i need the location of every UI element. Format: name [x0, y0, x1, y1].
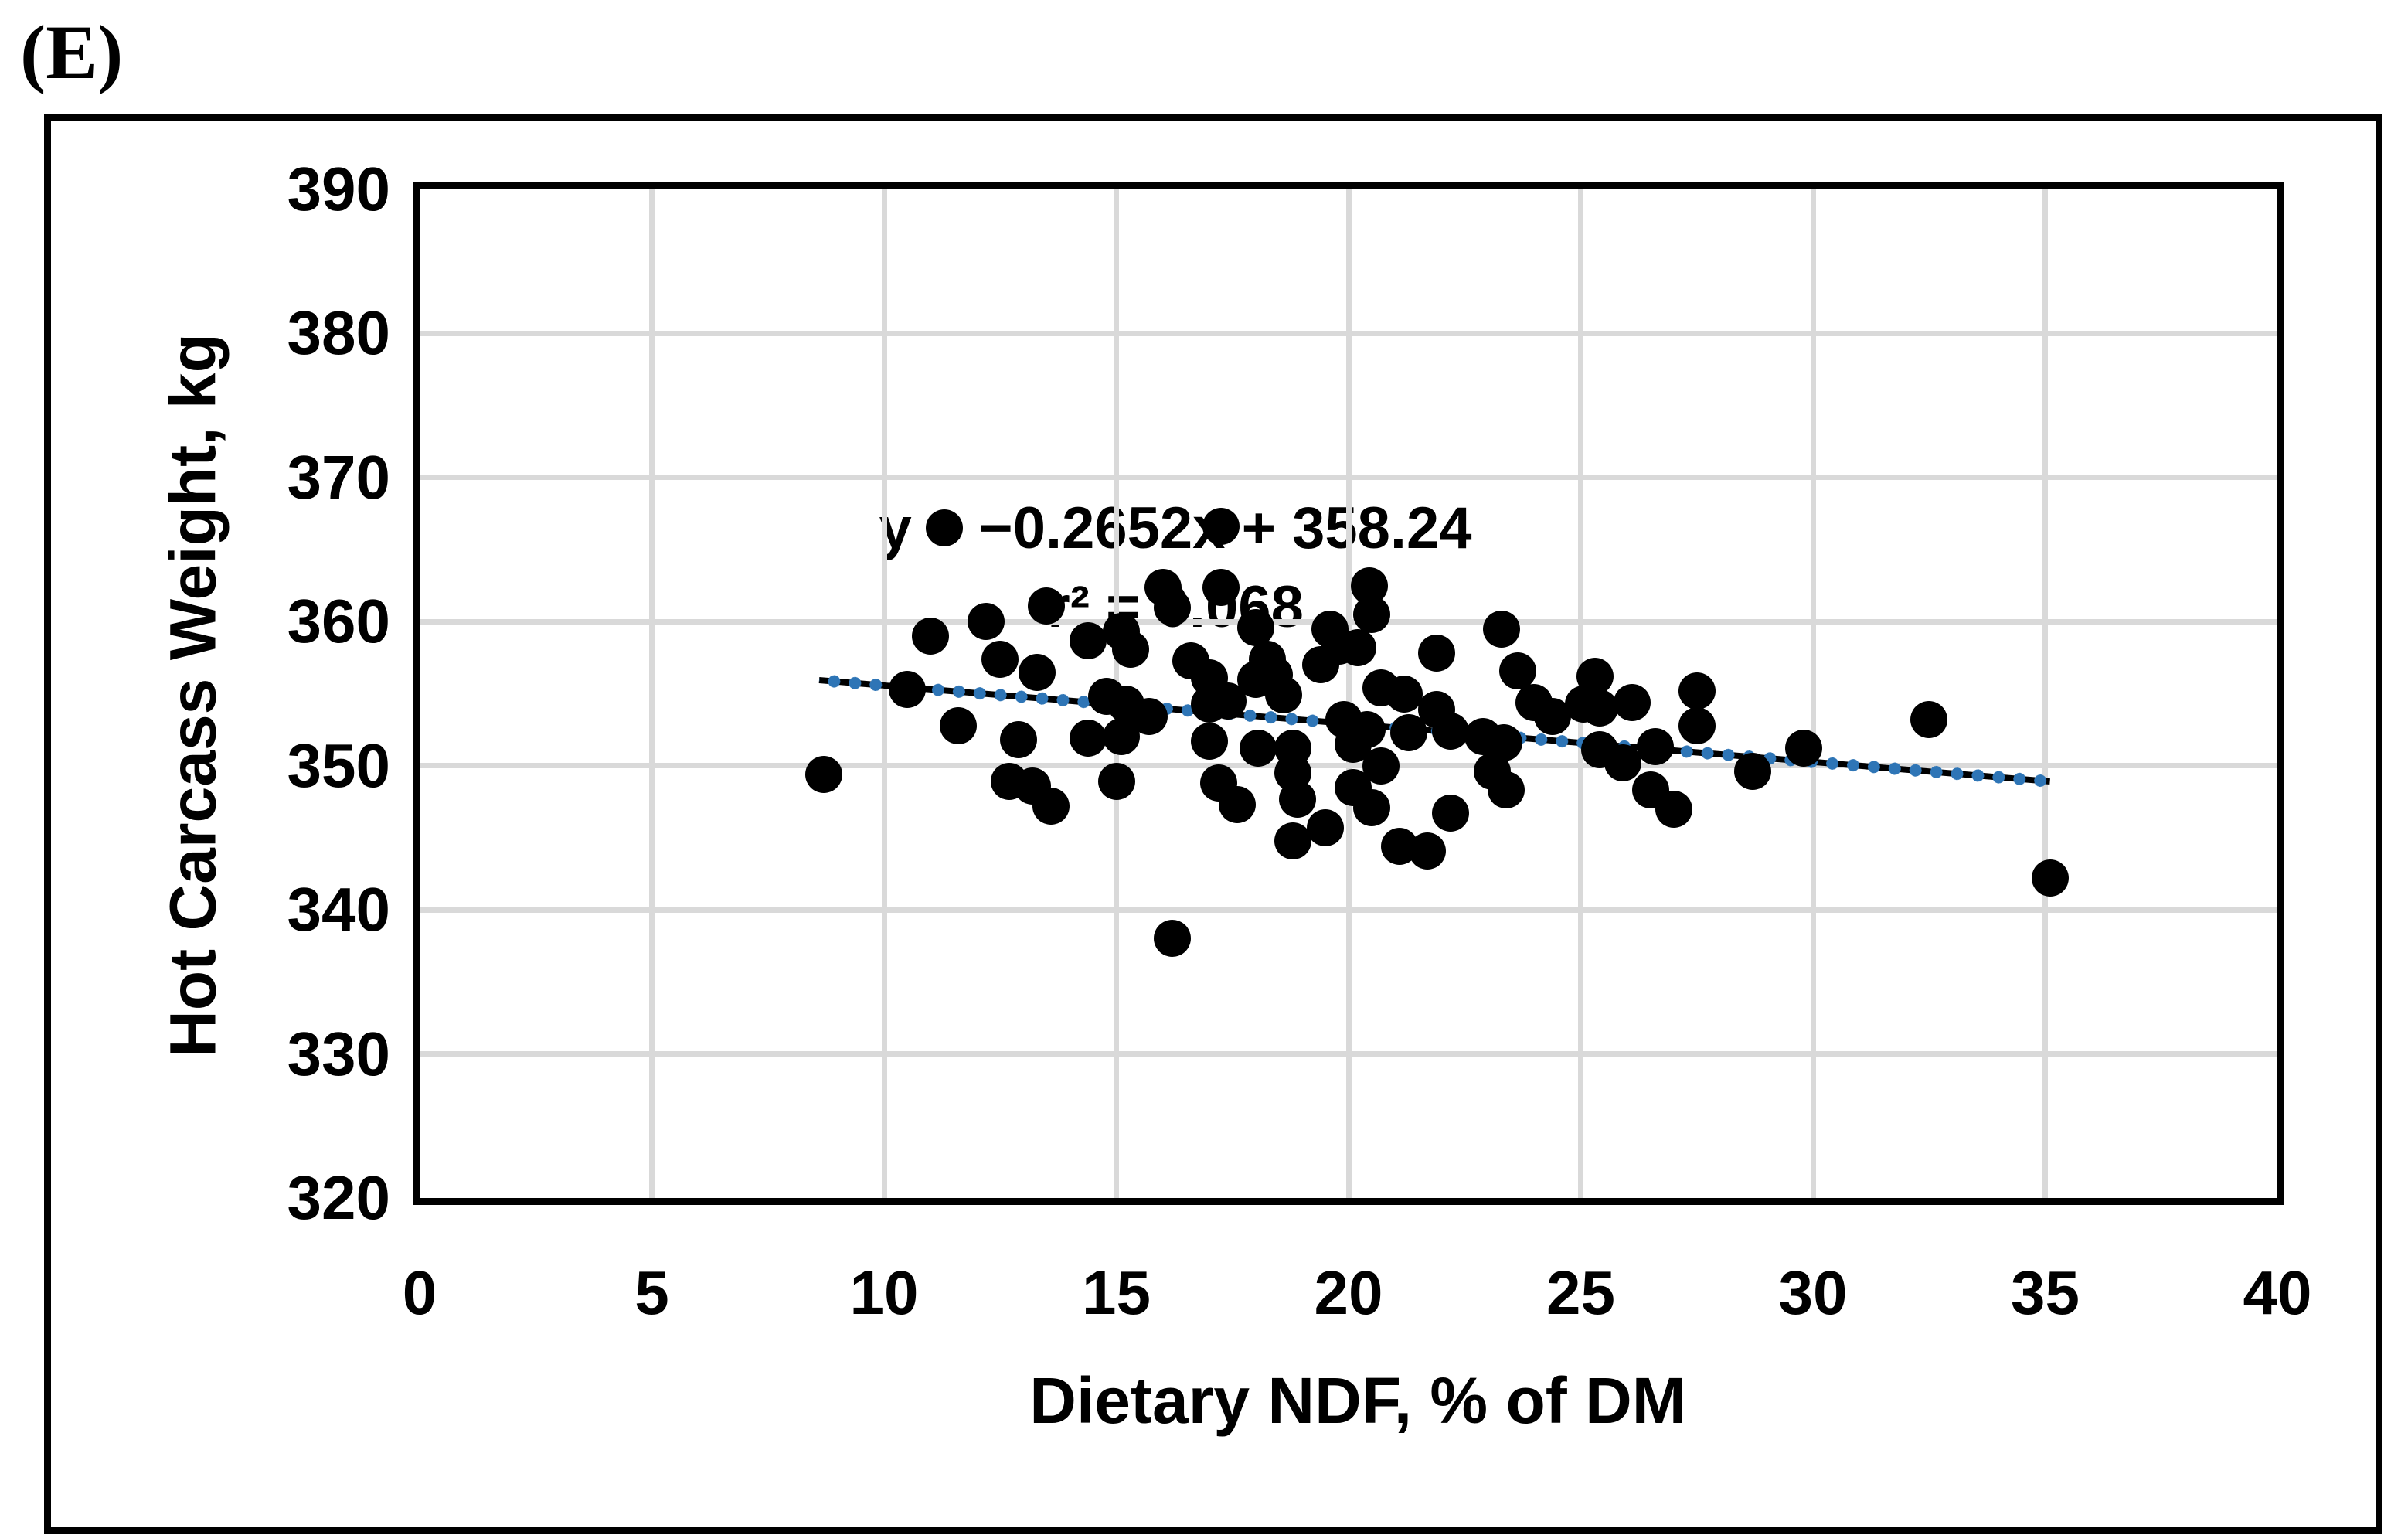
y-gridline [420, 907, 2277, 913]
y-tick-label: 370 [287, 442, 390, 512]
scatter-point [940, 706, 978, 744]
x-gridline [2042, 189, 2048, 1198]
scatter-point [1418, 635, 1456, 672]
scatter-point [981, 640, 1019, 678]
scatter-point [1202, 568, 1240, 606]
scatter-point [1102, 718, 1140, 756]
scatter-point [1306, 808, 1344, 846]
scatter-point [1190, 723, 1228, 761]
y-tick-label: 330 [287, 1019, 390, 1088]
scatter-point [1353, 788, 1391, 826]
scatter-point [1604, 744, 1641, 781]
x-gridline [1810, 189, 1816, 1198]
scatter-point [1032, 787, 1070, 825]
y-tick-label: 380 [287, 298, 390, 368]
scatter-point [2031, 859, 2069, 897]
scatter-point [1153, 920, 1191, 958]
scatter-point [912, 617, 950, 655]
scatter-point [1784, 730, 1822, 768]
scatter-point [1278, 780, 1316, 818]
plot-border [413, 182, 2284, 1205]
scatter-point [1000, 721, 1038, 759]
figure-outer-border [44, 114, 2382, 1534]
scatter-point [1028, 587, 1066, 625]
x-tick-label: 40 [2243, 1258, 2312, 1327]
x-tick-label: 20 [1314, 1258, 1383, 1327]
scatter-point [1339, 628, 1377, 666]
scatter-point [1580, 689, 1618, 727]
scatter-point [1678, 706, 1716, 744]
scatter-point [1733, 753, 1771, 791]
plot-area: y = −0.2652x + 358.24 r² = 0.068 [420, 189, 2277, 1198]
scatter-point [1386, 675, 1423, 713]
scatter-point [1070, 720, 1107, 757]
scatter-point [1655, 790, 1692, 828]
x-tick-label: 35 [2011, 1258, 2080, 1327]
x-gridline [649, 189, 655, 1198]
y-gridline [420, 1051, 2277, 1057]
y-gridline [420, 618, 2277, 625]
scatter-point [804, 755, 842, 793]
scatter-point [1499, 652, 1537, 689]
x-tick-label: 15 [1082, 1258, 1151, 1327]
scatter-point [1483, 610, 1521, 648]
scatter-point [1019, 653, 1056, 691]
scatter-point [1274, 822, 1311, 859]
scatter-point [1910, 701, 1948, 739]
scatter-point [1636, 728, 1674, 766]
x-tick-label: 0 [402, 1258, 437, 1327]
scatter-point [1153, 588, 1191, 626]
scatter-point [1432, 712, 1470, 750]
scatter-point [1218, 786, 1256, 824]
y-gridline [420, 330, 2277, 336]
y-tick-label: 340 [287, 875, 390, 944]
y-tick-label: 390 [287, 155, 390, 223]
x-gridline [1345, 189, 1352, 1198]
x-tick-label: 25 [1546, 1258, 1615, 1327]
scatter-point [968, 603, 1005, 641]
scatter-point [1353, 595, 1391, 633]
y-tick-label: 360 [287, 587, 390, 656]
scatter-point [1678, 672, 1716, 710]
scatter-point [1264, 676, 1302, 714]
scatter-point [1613, 683, 1651, 721]
scatter-point [1111, 630, 1149, 668]
scatter-point [1070, 621, 1107, 659]
x-tick-label: 10 [849, 1258, 919, 1327]
scatter-point [1409, 832, 1447, 870]
equation-line: y = −0.2652x + 358.24 [879, 495, 1472, 561]
scatter-point [1390, 713, 1428, 751]
y-tick-label: 350 [287, 730, 390, 800]
scatter-point [1239, 730, 1277, 768]
scatter-point [1202, 508, 1240, 546]
y-gridline [420, 763, 2277, 769]
y-tick-label: 320 [287, 1163, 390, 1232]
scatter-point [1362, 747, 1400, 785]
scatter-point [1488, 771, 1525, 809]
scatter-point [926, 509, 964, 547]
x-tick-label: 5 [634, 1258, 669, 1327]
scatter-point [1432, 795, 1470, 832]
y-gridline [420, 475, 2277, 481]
scatter-point [889, 670, 927, 708]
scatter-point [1097, 763, 1135, 801]
x-axis-title: Dietary NDF, % of DM [1029, 1364, 1686, 1437]
panel-label: (E) [20, 9, 124, 95]
scatter-point [1236, 608, 1274, 646]
x-tick-label: 30 [1778, 1258, 1848, 1327]
